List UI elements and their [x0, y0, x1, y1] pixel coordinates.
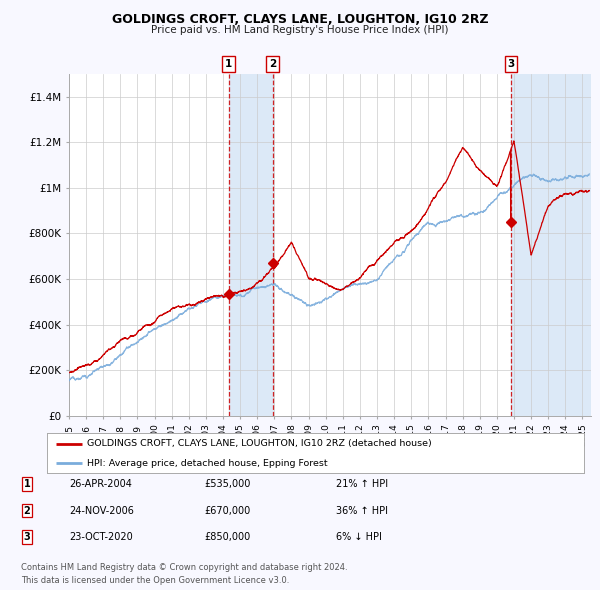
Bar [511, 74, 591, 416]
Text: 6% ↓ HPI: 6% ↓ HPI [336, 532, 382, 542]
Text: 1: 1 [225, 59, 232, 69]
Text: £850,000: £850,000 [204, 532, 250, 542]
Text: £535,000: £535,000 [204, 479, 250, 489]
Text: Price paid vs. HM Land Registry's House Price Index (HPI): Price paid vs. HM Land Registry's House … [151, 25, 449, 35]
Text: 2: 2 [23, 506, 31, 516]
Text: 2: 2 [269, 59, 276, 69]
Text: HPI: Average price, detached house, Epping Forest: HPI: Average price, detached house, Eppi… [87, 458, 328, 468]
Text: 36% ↑ HPI: 36% ↑ HPI [336, 506, 388, 516]
Text: 23-OCT-2020: 23-OCT-2020 [69, 532, 133, 542]
Text: 26-APR-2004: 26-APR-2004 [69, 479, 132, 489]
Text: GOLDINGS CROFT, CLAYS LANE, LOUGHTON, IG10 2RZ: GOLDINGS CROFT, CLAYS LANE, LOUGHTON, IG… [112, 13, 488, 26]
Text: 1: 1 [23, 479, 31, 489]
Text: Contains HM Land Registry data © Crown copyright and database right 2024.: Contains HM Land Registry data © Crown c… [21, 563, 347, 572]
Text: GOLDINGS CROFT, CLAYS LANE, LOUGHTON, IG10 2RZ (detached house): GOLDINGS CROFT, CLAYS LANE, LOUGHTON, IG… [87, 440, 432, 448]
Text: 3: 3 [507, 59, 514, 69]
Text: This data is licensed under the Open Government Licence v3.0.: This data is licensed under the Open Gov… [21, 576, 289, 585]
Text: 3: 3 [23, 532, 31, 542]
Text: 21% ↑ HPI: 21% ↑ HPI [336, 479, 388, 489]
Text: 24-NOV-2006: 24-NOV-2006 [69, 506, 134, 516]
Bar [229, 74, 272, 416]
Text: £670,000: £670,000 [204, 506, 250, 516]
